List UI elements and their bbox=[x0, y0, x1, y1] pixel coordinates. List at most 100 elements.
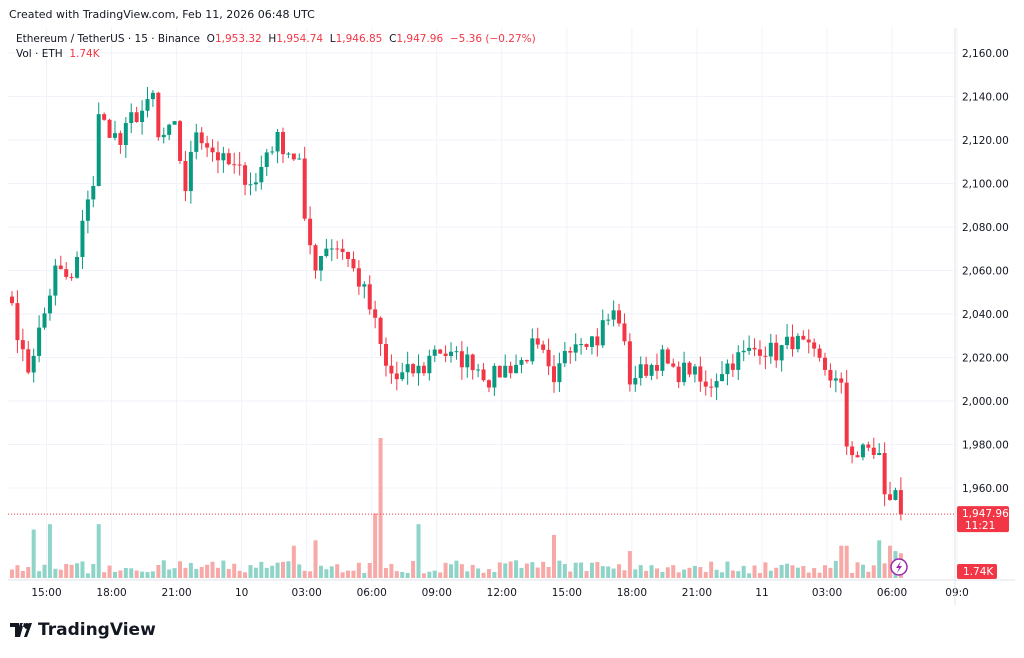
volume-bar bbox=[150, 571, 155, 578]
volume-bar bbox=[302, 570, 307, 578]
y-tick-label: 2,060.00 bbox=[962, 266, 1009, 278]
candle-body bbox=[383, 343, 388, 366]
volume-bar bbox=[346, 570, 351, 578]
volume-bar bbox=[492, 572, 497, 578]
candle-body bbox=[443, 353, 448, 357]
tradingview-logo[interactable]: TradingView bbox=[10, 620, 156, 640]
candle-body bbox=[676, 366, 681, 383]
volume-bar bbox=[112, 571, 117, 578]
volume-bar bbox=[237, 570, 242, 578]
candle-body bbox=[768, 342, 773, 357]
candle-body bbox=[644, 364, 649, 376]
y-tick-label: 2,080.00 bbox=[962, 222, 1009, 234]
candle-body bbox=[579, 344, 584, 346]
volume-bar bbox=[714, 569, 719, 578]
x-tick-label: 21:00 bbox=[161, 587, 191, 599]
volume-bar bbox=[839, 545, 844, 578]
candle-body bbox=[161, 134, 166, 138]
volume-bar bbox=[530, 562, 535, 578]
created-caption: Created with TradingView.com, Feb 11, 20… bbox=[9, 8, 315, 21]
candle-body bbox=[215, 152, 220, 161]
candle-body bbox=[47, 295, 52, 314]
volume-bar bbox=[508, 561, 513, 578]
candle-body bbox=[362, 284, 367, 287]
volume-bar bbox=[275, 562, 280, 578]
candle-body bbox=[373, 309, 378, 318]
volume-bar bbox=[806, 572, 811, 578]
candle-body bbox=[102, 114, 107, 120]
volume-bar bbox=[449, 564, 454, 578]
candle-body bbox=[736, 352, 741, 370]
volume-bar bbox=[470, 564, 475, 578]
volume-bar bbox=[107, 565, 112, 578]
candle-body bbox=[866, 444, 871, 448]
volume-bar bbox=[253, 567, 258, 578]
volume-bar bbox=[340, 572, 345, 578]
candle-body bbox=[584, 344, 589, 347]
candle-body bbox=[302, 158, 307, 219]
volume-bar bbox=[134, 570, 139, 578]
candle-body bbox=[226, 153, 231, 165]
volume-bar bbox=[367, 563, 372, 578]
volume-bar bbox=[172, 568, 177, 578]
volume-bar bbox=[768, 570, 773, 578]
candle-body bbox=[318, 256, 323, 271]
volume-bar bbox=[47, 524, 52, 578]
volume-bar bbox=[264, 567, 269, 578]
candle-body bbox=[183, 160, 188, 192]
volume-bar bbox=[757, 573, 762, 578]
candle-body bbox=[530, 338, 535, 362]
y-tick-label: 2,120.00 bbox=[962, 135, 1009, 147]
candle-body bbox=[752, 347, 757, 350]
candle-body bbox=[627, 341, 632, 385]
candle-body bbox=[107, 119, 112, 138]
candle-body bbox=[649, 364, 654, 376]
volume-bar bbox=[752, 565, 757, 578]
candle-body bbox=[774, 342, 779, 361]
change-value: −5.36 (−0.27%) bbox=[449, 33, 536, 45]
logo-text: TradingView bbox=[38, 620, 156, 640]
candle-body bbox=[150, 92, 155, 100]
candle-countdown: 11:21 bbox=[965, 520, 995, 532]
volume-bar bbox=[58, 569, 63, 578]
candle-body bbox=[833, 378, 838, 381]
candle-body bbox=[470, 354, 475, 371]
volume-bar bbox=[411, 561, 416, 578]
volume-bar bbox=[535, 567, 540, 578]
candle-body bbox=[232, 164, 237, 166]
candle-body bbox=[75, 256, 80, 278]
volume-bar bbox=[75, 563, 80, 578]
volume-bar bbox=[96, 524, 101, 578]
volume-bar bbox=[15, 565, 20, 578]
candle-body bbox=[682, 362, 687, 383]
volume-bar bbox=[654, 568, 659, 578]
volume-bar bbox=[552, 534, 556, 578]
volume-bar bbox=[579, 562, 584, 578]
candle-body bbox=[541, 344, 546, 350]
volume-bar bbox=[541, 561, 546, 578]
high-value: 1,954.74 bbox=[276, 33, 324, 45]
candle-body bbox=[871, 447, 876, 456]
volume-bar bbox=[26, 566, 31, 578]
x-tick-label: 10 bbox=[235, 587, 248, 599]
volume-bar bbox=[405, 572, 410, 578]
candle-body bbox=[524, 360, 529, 362]
candle-body bbox=[199, 132, 204, 144]
volume-bar bbox=[400, 572, 405, 578]
volume-bar bbox=[866, 571, 871, 578]
candle-body bbox=[508, 365, 513, 374]
volume-bar bbox=[692, 565, 697, 578]
candle-body bbox=[346, 252, 351, 260]
volume-bar bbox=[622, 570, 627, 578]
volume-bar bbox=[53, 568, 58, 578]
volume-bar bbox=[649, 565, 654, 578]
volume-bar bbox=[844, 545, 849, 578]
candle-body bbox=[178, 121, 183, 161]
candle-body bbox=[259, 167, 264, 183]
candle-body bbox=[714, 381, 719, 388]
candle-body bbox=[172, 121, 177, 125]
volume-bar bbox=[215, 567, 220, 578]
candle-body bbox=[622, 323, 627, 342]
volume-bar bbox=[627, 551, 632, 578]
